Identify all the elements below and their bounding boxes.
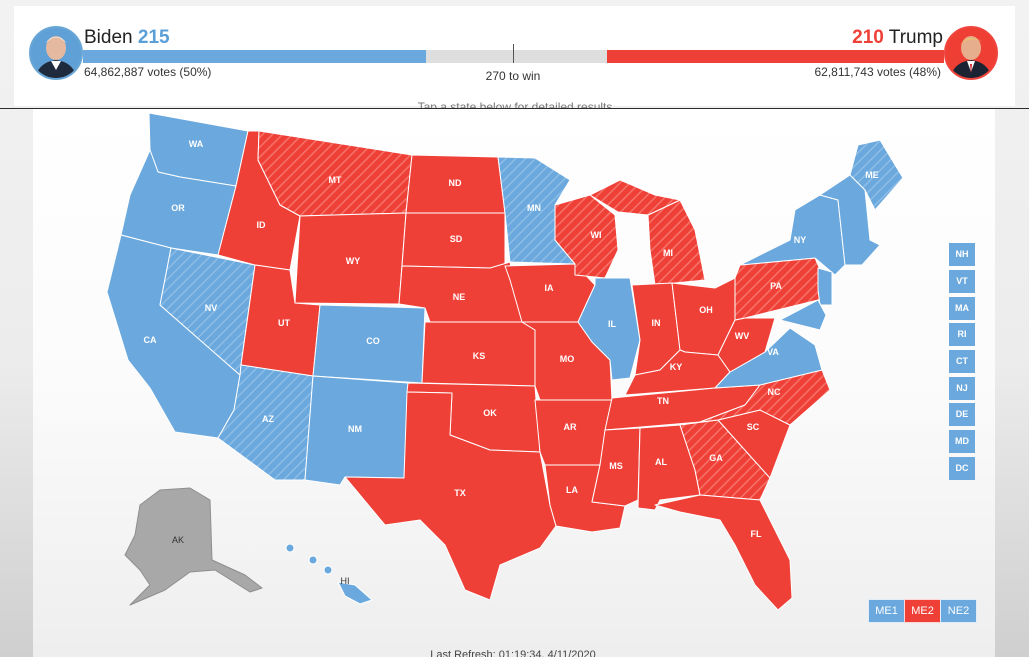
- threshold-tick: [513, 44, 514, 63]
- state-label-sc: SC: [747, 422, 760, 432]
- state-label-sd: SD: [450, 234, 463, 244]
- threshold-label: 270 to win: [485, 69, 541, 83]
- state-label-fl: FL: [751, 529, 762, 539]
- state-label-ut: UT: [278, 318, 290, 328]
- state-label-az: AZ: [262, 414, 274, 424]
- trump-name: Trump: [888, 27, 943, 48]
- small-state-ma[interactable]: MA: [949, 297, 975, 320]
- state-label-hi: HI: [341, 576, 350, 586]
- state-mi[interactable]: [647, 199, 706, 286]
- state-label-al: AL: [655, 457, 667, 467]
- state-va[interactable]: [714, 327, 823, 389]
- state-label-nv: NV: [205, 303, 218, 313]
- state-label-mt: MT: [329, 175, 342, 185]
- small-state-dc[interactable]: DC: [949, 457, 975, 480]
- state-label-ia: IA: [545, 283, 555, 293]
- small-state-ct[interactable]: CT: [949, 350, 975, 373]
- small-state-vt[interactable]: VT: [949, 270, 975, 293]
- state-label-nc: NC: [768, 387, 781, 397]
- biden-heading: Biden 215: [84, 27, 170, 49]
- biden-electoral-votes: 215: [137, 27, 170, 48]
- state-label-la: LA: [566, 485, 578, 495]
- state-mt[interactable]: [257, 130, 413, 217]
- state-md-de[interactable]: [779, 299, 827, 331]
- state-label-mi: MI: [663, 248, 673, 258]
- small-state-ri[interactable]: RI: [949, 323, 975, 346]
- state-label-ks: KS: [473, 351, 486, 361]
- last-refresh: Last Refresh: 01:19:34, 4/11/2020: [430, 649, 596, 657]
- small-state-nj[interactable]: NJ: [949, 377, 975, 400]
- small-state-nh[interactable]: NH: [949, 243, 975, 266]
- state-label-or: OR: [171, 203, 185, 213]
- state-nc[interactable]: [699, 369, 831, 426]
- state-label-ar: AR: [564, 422, 577, 432]
- state-ak[interactable]: [124, 487, 263, 606]
- district-me2[interactable]: ME2: [904, 599, 941, 623]
- trump-avatar: [944, 26, 998, 80]
- state-label-il: IL: [608, 319, 617, 329]
- state-hi-island-1[interactable]: [285, 543, 295, 553]
- district-ne2[interactable]: NE2: [940, 599, 977, 623]
- state-label-id: ID: [257, 220, 267, 230]
- state-mi-upper[interactable]: [589, 179, 681, 216]
- state-label-ms: MS: [609, 461, 623, 471]
- state-fl[interactable]: [654, 494, 793, 611]
- small-state-de[interactable]: DE: [949, 403, 975, 426]
- district-me1[interactable]: ME1: [868, 599, 905, 623]
- state-label-co: CO: [366, 336, 380, 346]
- biden-popular-votes: 64,862,887 votes (50%): [84, 65, 212, 79]
- state-label-wy: WY: [346, 256, 361, 266]
- state-label-nd: ND: [449, 178, 462, 188]
- uncalled-progress-bar: [426, 50, 607, 63]
- trump-popular-votes: 62,811,743 votes (48%): [814, 65, 941, 79]
- trump-progress-bar: [607, 50, 944, 63]
- state-label-ky: KY: [670, 362, 683, 372]
- state-label-ca: CA: [144, 335, 157, 345]
- small-state-md[interactable]: MD: [949, 430, 975, 453]
- tap-hint: Tap a state below for detailed results: [417, 100, 613, 108]
- state-label-ak: AK: [172, 535, 184, 545]
- state-tx[interactable]: [344, 391, 557, 601]
- state-label-in: IN: [652, 318, 661, 328]
- state-hi-island-2[interactable]: [308, 555, 318, 565]
- state-label-ok: OK: [483, 408, 497, 418]
- biden-portrait-icon: [31, 28, 81, 78]
- state-label-me: ME: [865, 170, 879, 180]
- state-nj[interactable]: [817, 267, 833, 306]
- state-label-tx: TX: [454, 488, 466, 498]
- state-label-mn: MN: [527, 203, 541, 213]
- state-label-mo: MO: [560, 354, 575, 364]
- state-hi[interactable]: [337, 581, 373, 605]
- biden-name: Biden: [84, 27, 133, 48]
- state-label-ny: NY: [794, 235, 807, 245]
- biden-avatar: [29, 26, 83, 80]
- state-label-ne: NE: [453, 292, 466, 302]
- biden-progress-bar: [83, 50, 426, 63]
- state-label-va: VA: [767, 347, 779, 357]
- state-label-nm: NM: [348, 424, 362, 434]
- state-ar[interactable]: [534, 399, 613, 466]
- state-label-tn: TN: [657, 396, 669, 406]
- state-label-wv: WV: [735, 331, 750, 341]
- state-hi-island-3[interactable]: [323, 565, 333, 575]
- state-label-wa: WA: [189, 139, 204, 149]
- state-label-oh: OH: [699, 305, 713, 315]
- state-label-wi: WI: [591, 230, 602, 240]
- state-me[interactable]: [849, 139, 904, 211]
- trump-heading: 210 Trump: [852, 27, 943, 49]
- header-divider: [0, 108, 1029, 109]
- trump-electoral-votes: 210: [852, 27, 884, 48]
- state-label-ga: GA: [709, 453, 723, 463]
- trump-portrait-icon: [946, 28, 996, 78]
- state-label-pa: PA: [770, 281, 782, 291]
